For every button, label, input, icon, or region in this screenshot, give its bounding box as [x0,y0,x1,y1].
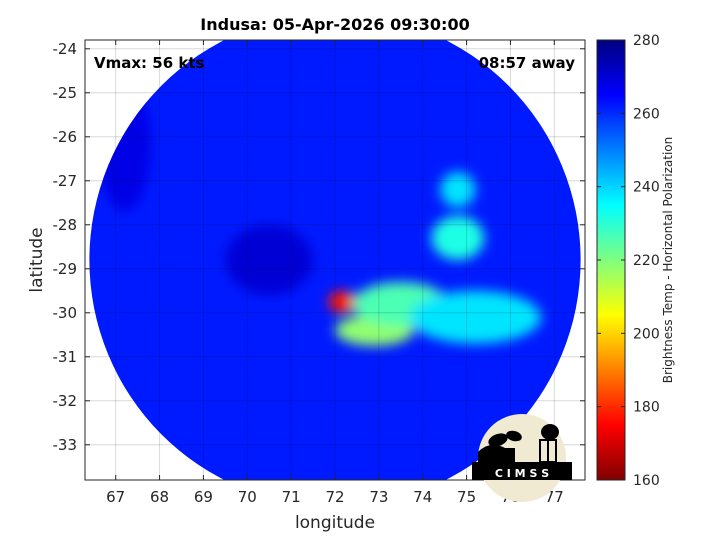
cimss-logo: C I M S S [472,414,572,502]
y-tick-label: -28 [53,216,78,234]
y-tick-label: -29 [53,260,78,278]
logo-text: C I M S S [495,467,549,480]
colorbar-tick-label: 220 [633,253,660,269]
x-tick-label: 67 [106,488,125,506]
tb-feature [328,290,355,313]
colorbar-label: Brightness Temp - Horizontal Polarizatio… [661,137,675,384]
colorbar: 160 180 200 220 240 260 280 Brightness Temp - … [596,33,675,489]
x-tick-label: 72 [325,488,344,506]
colorbar-tick-label: 200 [633,326,660,342]
x-tick-label: 71 [282,488,301,506]
x-tick-label: 73 [369,488,388,506]
y-tick-label: -32 [53,392,78,410]
y-tick-label: -26 [53,128,78,146]
vmax-annotation: Vmax: 56 kts [94,54,204,72]
x-tick-label: 74 [413,488,432,506]
x-tick-label: 70 [238,488,257,506]
y-tick-label: -24 [53,40,78,58]
x-axis-label: longitude [295,513,375,533]
colorbar-gradient [596,39,626,481]
tb-feature [409,290,542,344]
colorbar-tick-label: 160 [633,473,660,489]
y-tick-label: -25 [53,84,78,102]
tb-feature [225,224,314,296]
y-tick-label: -27 [53,172,78,190]
tb-feature [440,172,476,208]
chart-title: Indusa: 05-Apr-2026 09:30:00 [200,15,469,34]
y-tick-label: -30 [53,304,78,322]
colorbar-tick-label: 280 [633,33,660,49]
y-tick-label: -33 [53,436,78,454]
x-tick-label: 77 [545,488,564,506]
y-axis-label: latitude [27,227,47,292]
x-tick-label: 69 [194,488,213,506]
time-away-annotation: 08:57 away [479,54,576,72]
colorbar-tick-label: 240 [633,180,660,196]
brightness-temp-swath [89,40,581,480]
colorbar-tick-label: 180 [633,400,660,416]
x-tick-label: 68 [150,488,169,506]
grid-lines [85,40,585,480]
x-tick-label: 75 [457,488,476,506]
y-tick-label: -31 [53,348,78,366]
colorbar-tick-label: 260 [633,106,660,122]
tb-feature [431,216,485,260]
